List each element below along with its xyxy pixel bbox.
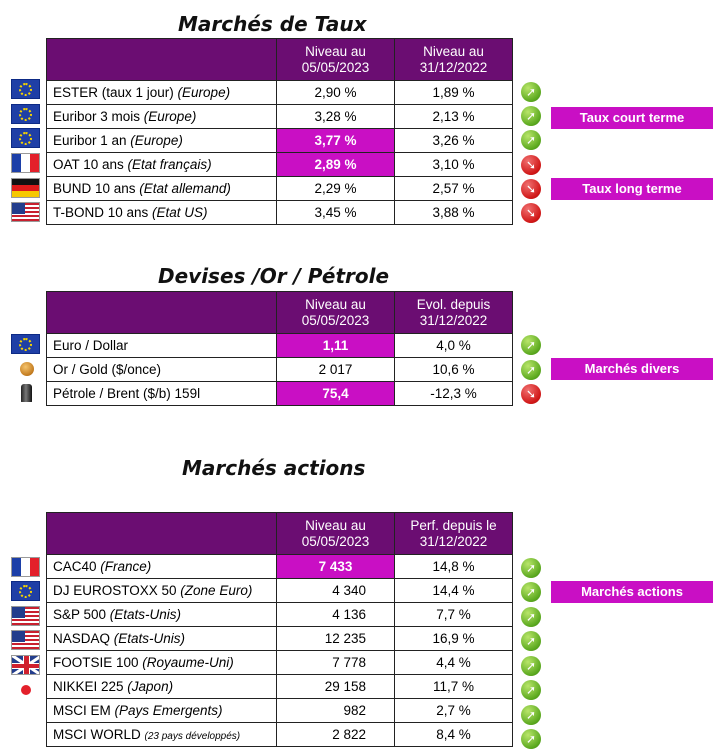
tag-marches-divers: Marchés divers [551,358,713,380]
header-evol: Evol. depuis 31/12/2022 [394,291,513,334]
trend-up-icon: ➚ [521,631,541,651]
uk-flag-icon [11,655,40,675]
table-row: FOOTSIE 100 (Royaume-Uni) 7 778 4,4 % [46,650,513,675]
section-title-taux: Marchés de Taux [178,12,367,36]
table-row: BUND 10 ans (Etat allemand) 2,29 % 2,57 % [46,176,513,201]
trend-up-icon: ➚ [521,360,541,380]
section-title-devises: Devises /Or / Pétrole [158,264,390,288]
header-perf: Perf. depuis le 31/12/2022 [394,512,513,555]
header-niveau-ref: Niveau au 31/12/2022 [394,38,513,81]
trend-up-icon: ➚ [521,130,541,150]
table-row: S&P 500 (Etats-Unis) 4 136 7,7 % [46,602,513,627]
table-row: Pétrole / Brent ($/b) 159l 75,4 -12,3 % [46,381,513,406]
us-flag-icon [11,606,40,626]
oil-barrel-icon [11,383,40,403]
table-devises: Niveau au 05/05/2023 Evol. depuis 31/12/… [46,291,513,406]
tag-marches-actions: Marchés actions [551,581,713,603]
trend-up-icon: ➚ [521,729,541,749]
table-actions: Niveau au 05/05/2023 Perf. depuis le 31/… [46,512,513,747]
de-flag-icon [11,178,40,198]
gold-coin-icon [11,358,40,378]
table-taux: Niveau au 05/05/2023 Niveau au 31/12/202… [46,38,513,225]
trend-up-icon: ➚ [521,558,541,578]
trend-up-icon: ➚ [521,656,541,676]
fr-flag-icon [11,153,40,173]
table-row: CAC40 (France) 7 433 14,8 % [46,554,513,579]
trend-down-icon: ➘ [521,179,541,199]
fr-flag-icon [11,557,40,577]
table-row: NIKKEI 225 (Japon) 29 158 11,7 % [46,674,513,699]
us-flag-icon [11,630,40,650]
tag-taux-long-terme: Taux long terme [551,178,713,200]
trend-up-icon: ➚ [521,82,541,102]
trend-up-icon: ➚ [521,106,541,126]
header-blank [46,38,277,81]
trend-up-icon: ➚ [521,705,541,725]
header-niveau-date: Niveau au 05/05/2023 [276,38,395,81]
header-blank [46,291,277,334]
trend-up-icon: ➚ [521,607,541,627]
trend-up-icon: ➚ [521,680,541,700]
section-title-actions: Marchés actions [182,456,366,480]
table-row: OAT 10 ans (Etat français) 2,89 % 3,10 % [46,152,513,177]
eu-flag-icon [11,104,40,124]
table-row: Euribor 3 mois (Europe) 3,28 % 2,13 % [46,104,513,129]
jp-flag-icon [11,679,40,699]
header-niveau-date: Niveau au 05/05/2023 [276,291,395,334]
table-row: MSCI WORLD (23 pays développés) 2 822 8,4 … [46,722,513,747]
table-row: ESTER (taux 1 jour) (Europe) 2,90 % 1,89 % [46,80,513,105]
eu-flag-icon [11,334,40,354]
eu-flag-icon [11,581,40,601]
table-row: Euro / Dollar 1,11 4,0 % [46,333,513,358]
trend-down-icon: ➘ [521,203,541,223]
us-flag-icon [11,202,40,222]
trend-down-icon: ➘ [521,155,541,175]
eu-flag-icon [11,79,40,99]
trend-up-icon: ➚ [521,582,541,602]
table-row: MSCI EM (Pays Emergents) 982 2,7 % [46,698,513,723]
table-row: DJ EUROSTOXX 50 (Zone Euro) 4 340 14,4 % [46,578,513,603]
trend-up-icon: ➚ [521,335,541,355]
header-niveau-date: Niveau au 05/05/2023 [276,512,395,555]
table-row: Euribor 1 an (Europe) 3,77 % 3,26 % [46,128,513,153]
table-row: T-BOND 10 ans (Etat US) 3,45 % 3,88 % [46,200,513,225]
tag-taux-court-terme: Taux court terme [551,107,713,129]
table-row: NASDAQ (Etats-Unis) 12 235 16,9 % [46,626,513,651]
eu-flag-icon [11,128,40,148]
trend-down-icon: ➘ [521,384,541,404]
header-blank [46,512,277,555]
table-row: Or / Gold ($/once) 2 017 10,6 % [46,357,513,382]
